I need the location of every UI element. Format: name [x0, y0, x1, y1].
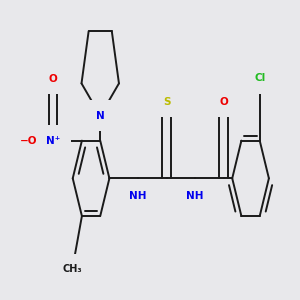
Text: N: N [96, 111, 105, 121]
Text: Cl: Cl [254, 73, 266, 83]
Text: NH: NH [129, 191, 147, 201]
Text: CH₃: CH₃ [63, 264, 82, 274]
Text: N⁺: N⁺ [46, 136, 61, 146]
Text: −O: −O [20, 136, 37, 146]
Text: O: O [49, 74, 58, 84]
Text: O: O [219, 97, 228, 106]
Text: S: S [163, 97, 170, 106]
Text: NH: NH [186, 191, 204, 201]
